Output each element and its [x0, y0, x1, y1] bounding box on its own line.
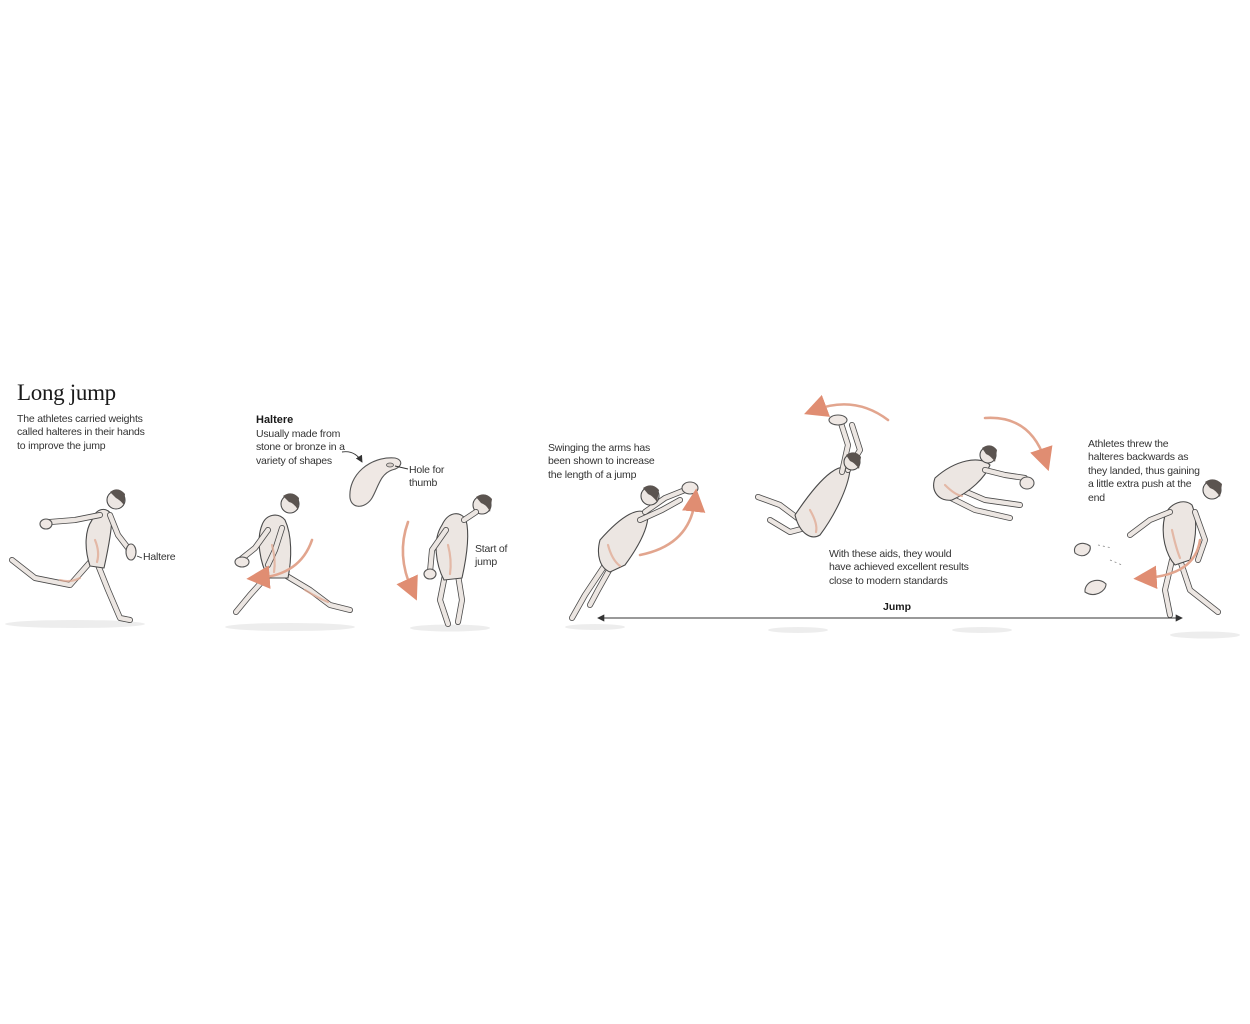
thrown-haltere-1 — [1073, 542, 1091, 557]
haltere-description: Usually made from stone or bronze in a v… — [256, 428, 345, 468]
ground-shadow-6 — [952, 627, 1012, 633]
haltere-swing — [234, 556, 250, 568]
landing-line: a little extra push at the — [1088, 478, 1192, 491]
motion-dashes — [1097, 544, 1123, 566]
intro-line: to improve the jump — [17, 439, 106, 452]
haltere-weight-object — [349, 457, 402, 507]
hole-label-line: thumb — [409, 477, 438, 490]
intro-line: The athletes carried weights — [17, 413, 143, 425]
aids-line: close to modern standards — [829, 574, 948, 587]
ground-shadow-2 — [225, 623, 355, 631]
desc-line: stone or bronze in a — [256, 441, 345, 454]
hole-pointer-line — [394, 465, 409, 470]
ground-shadow-4 — [565, 624, 625, 630]
aids-line: have achieved excellent results — [829, 561, 969, 574]
page-title: Long jump — [17, 380, 116, 405]
swing-arrow-1 — [246, 538, 314, 589]
takeoff-arrow — [638, 488, 706, 557]
swing-line: been shown to increase — [548, 455, 655, 468]
athlete-running-figure — [9, 489, 137, 623]
ground-shadow-7 — [1170, 631, 1240, 639]
athlete-landing-figure — [1127, 479, 1222, 618]
landing-line: they landed, thus gaining — [1088, 464, 1200, 477]
desc-line: Usually made from — [256, 428, 341, 440]
haltere-front — [125, 543, 137, 561]
haltere-back — [39, 518, 53, 530]
start-label-line: jump — [475, 556, 497, 569]
thrown-haltere-2 — [1084, 579, 1107, 595]
swing-line: Swinging the arms has — [548, 442, 651, 454]
landing-annotation: Athletes threw the halteres backwards as… — [1088, 438, 1200, 505]
desc-line: variety of shapes — [256, 454, 332, 467]
intro-line: called halteres in their hands — [17, 426, 145, 439]
athlete-tuck-figure — [933, 445, 1035, 521]
haltere-crouch — [423, 568, 437, 580]
tuck-arrow — [983, 416, 1053, 472]
swing-annotation: Swinging the arms has been shown to incr… — [548, 442, 655, 482]
haltere-takeoff — [681, 481, 699, 495]
thumb-hole — [386, 462, 394, 468]
crouch-arrow — [396, 520, 418, 601]
aids-line: With these aids, they would — [829, 548, 952, 560]
landing-line: end — [1088, 491, 1105, 504]
haltere-info-box: Haltere Usually made from stone or bronz… — [256, 414, 345, 468]
hole-label-line: Hole for — [409, 464, 445, 476]
athlete-takeoff-figure — [569, 481, 699, 621]
flight-arrow — [804, 394, 890, 422]
swing-line: the length of a jump — [548, 468, 637, 481]
athlete-flight-figure — [755, 414, 863, 538]
landing-line: halteres backwards as — [1088, 451, 1189, 464]
haltere-tuck — [1019, 476, 1035, 490]
desc-pointer-curve — [341, 451, 363, 463]
jump-label: Jump — [882, 601, 911, 613]
haltere-heading: Haltere — [256, 414, 294, 426]
landing-line: Athletes threw the — [1088, 438, 1169, 450]
start-label-line: Start of — [475, 543, 508, 555]
start-of-jump-label: Start of jump — [475, 543, 507, 570]
aids-annotation: With these aids, they would have achieve… — [829, 548, 969, 588]
hole-for-thumb-label: Hole for thumb — [409, 464, 444, 491]
throw-arrow — [1133, 538, 1202, 589]
athlete-crouch-figure — [423, 494, 492, 627]
haltere-label: Haltere — [143, 551, 176, 563]
ground-shadow-5 — [768, 627, 828, 633]
haltere-flight — [828, 414, 848, 426]
ground-shadow-3 — [410, 624, 490, 632]
athlete-approach-figure — [233, 493, 353, 615]
haltere-pointer-line — [136, 555, 143, 559]
ground-shadow-1 — [5, 620, 145, 628]
intro-text: The athletes carried weights called halt… — [17, 413, 145, 453]
